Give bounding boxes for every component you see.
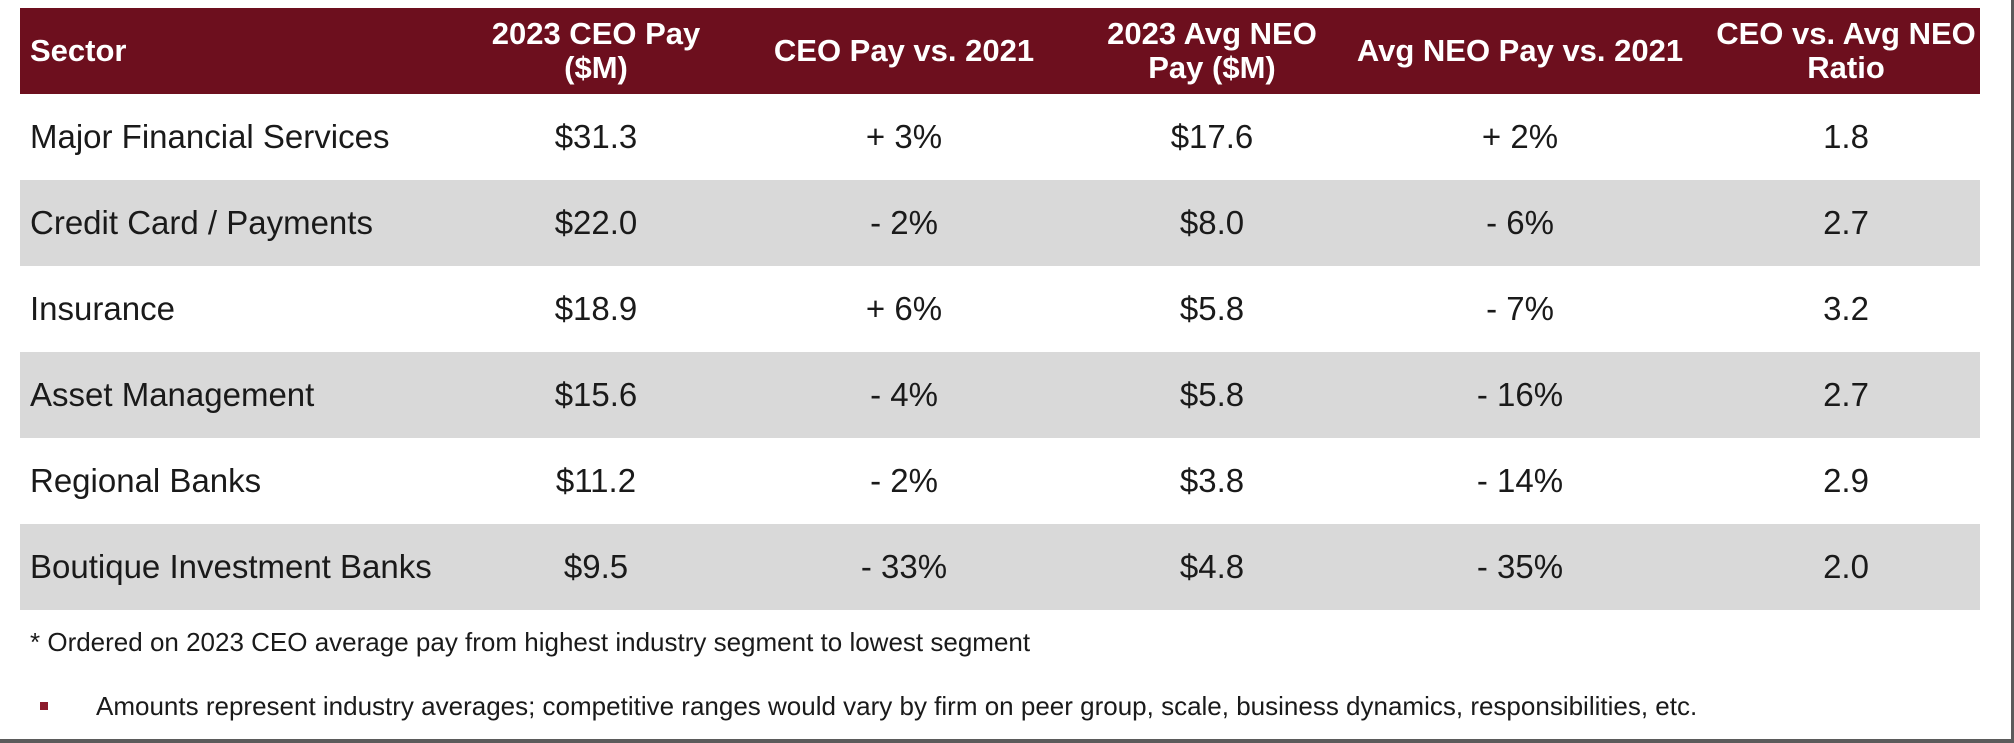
cell-neo-pay: $5.8 xyxy=(1096,352,1328,438)
square-bullet-icon xyxy=(40,702,48,710)
cell-ceo-pay-change: + 6% xyxy=(865,290,943,327)
cell-ratio: 2.9 xyxy=(1823,462,1869,499)
cell-ceo-pay: $11.2 xyxy=(555,462,637,499)
cell-neo-pay: $3.8 xyxy=(1179,462,1245,499)
table-row: Credit Card / Payments $22.0 - 2% $8.0 -… xyxy=(20,180,1980,266)
cell-ceo-pay: $22.0 xyxy=(480,180,712,266)
cell-ratio: 2.7 xyxy=(1712,180,1980,266)
pay-table: Sector 2023 CEO Pay ($M) CEO Pay vs. 202… xyxy=(20,8,1980,610)
cell-ratio: 2.0 xyxy=(1712,524,1980,610)
cell-sector: Asset Management xyxy=(20,352,480,438)
cell-neo-pay-change: + 2% xyxy=(1481,118,1559,155)
cell-ratio: 3.2 xyxy=(1823,290,1869,327)
cell-ceo-pay-change: - 4% xyxy=(712,352,1096,438)
cell-sector: Regional Banks xyxy=(30,462,262,499)
cell-ratio: 1.8 xyxy=(1823,118,1869,155)
header-ceo-pay: 2023 CEO Pay ($M) xyxy=(480,8,712,94)
cell-sector: Credit Card / Payments xyxy=(20,180,480,266)
header-neo-pay-change: Avg NEO Pay vs. 2021 xyxy=(1328,8,1712,94)
cell-ceo-pay-change: + 3% xyxy=(865,118,943,155)
cell-neo-pay: $8.0 xyxy=(1096,180,1328,266)
cell-ceo-pay: $9.5 xyxy=(480,524,712,610)
cell-sector: Insurance xyxy=(30,290,175,327)
cell-neo-pay: $17.6 xyxy=(1170,118,1254,155)
cell-neo-pay-change: - 35% xyxy=(1328,524,1712,610)
ordering-footnote: * Ordered on 2023 CEO average pay from h… xyxy=(30,627,1031,657)
cell-neo-pay-change: - 7% xyxy=(1486,290,1554,327)
cell-neo-pay-change: - 6% xyxy=(1328,180,1712,266)
cell-sector: Boutique Investment Banks xyxy=(20,524,480,610)
cell-neo-pay-change: - 16% xyxy=(1328,352,1712,438)
header-sector: Sector xyxy=(20,8,480,94)
cell-ceo-pay: $15.6 xyxy=(480,352,712,438)
table-row: Regional Banks $11.2 - 2% $3.8 - 14% 2.9 xyxy=(20,438,1980,524)
cell-sector: Major Financial Services xyxy=(30,118,390,155)
header-ratio: CEO vs. Avg NEO Ratio xyxy=(1712,8,1980,94)
header-neo-pay: 2023 Avg NEO Pay ($M) xyxy=(1096,8,1328,94)
cell-ceo-pay-change: - 33% xyxy=(712,524,1096,610)
bullet-text: Amounts represent industry averages; com… xyxy=(96,691,1698,721)
cell-neo-pay: $4.8 xyxy=(1096,524,1328,610)
cell-ratio: 2.7 xyxy=(1712,352,1980,438)
cell-ceo-pay-change: - 2% xyxy=(870,462,938,499)
window-edge-right xyxy=(2011,0,2014,743)
cell-ceo-pay-change: - 2% xyxy=(712,180,1096,266)
window-edge-bottom xyxy=(0,739,2014,743)
table-row: Boutique Investment Banks $9.5 - 33% $4.… xyxy=(20,524,1980,610)
table-row: Major Financial Services $31.3 + 3% $17.… xyxy=(20,94,1980,180)
cell-ceo-pay: $31.3 xyxy=(554,118,638,155)
table-header-row: Sector 2023 CEO Pay ($M) CEO Pay vs. 202… xyxy=(20,8,1980,94)
header-ceo-pay-change: CEO Pay vs. 2021 xyxy=(712,8,1096,94)
cell-neo-pay: $5.8 xyxy=(1179,290,1245,327)
table-row: Asset Management $15.6 - 4% $5.8 - 16% 2… xyxy=(20,352,1980,438)
cell-neo-pay-change: - 14% xyxy=(1476,462,1564,499)
cell-ceo-pay: $18.9 xyxy=(554,290,638,327)
table-row: Insurance $18.9 + 6% $5.8 - 7% 3.2 xyxy=(20,266,1980,352)
